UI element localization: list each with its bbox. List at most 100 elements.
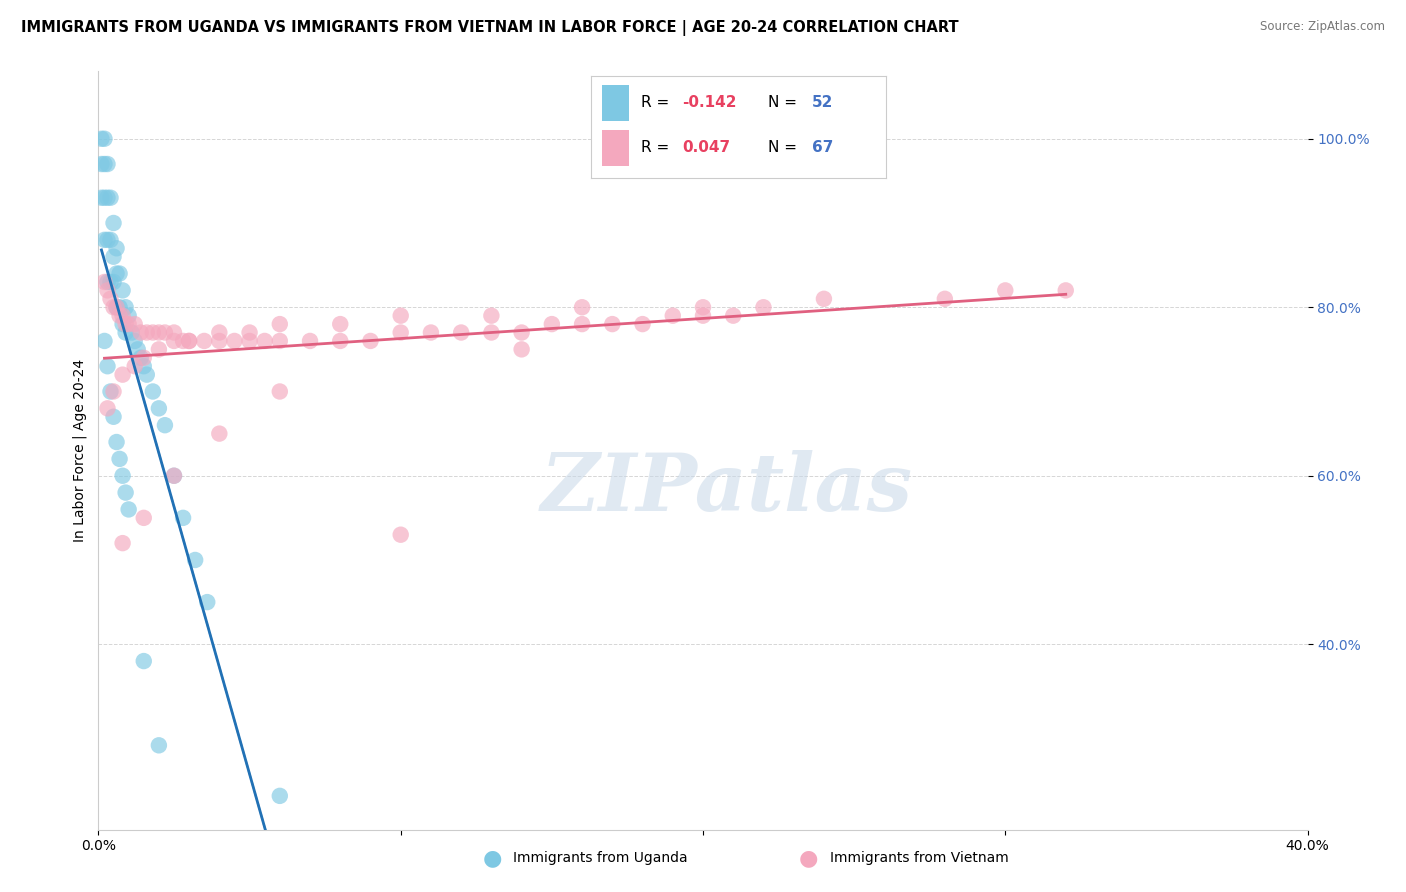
Point: [127, 343, 149, 357]
Point: [172, 511, 194, 525]
Point: [111, 368, 134, 382]
Point: [692, 300, 714, 314]
Point: [148, 401, 170, 416]
Point: [148, 739, 170, 753]
Point: [103, 250, 125, 264]
Point: [96, 157, 118, 171]
Point: [148, 343, 170, 357]
Point: [510, 343, 533, 357]
Point: [195, 595, 218, 609]
Point: [142, 326, 165, 340]
Text: Immigrants from Vietnam: Immigrants from Vietnam: [830, 851, 1008, 865]
Point: [111, 317, 134, 331]
Point: [389, 309, 412, 323]
Text: Immigrants from Uganda: Immigrants from Uganda: [513, 851, 688, 865]
Point: [389, 527, 412, 541]
Point: [105, 300, 128, 314]
Point: [93, 275, 115, 289]
Point: [208, 426, 231, 441]
Point: [124, 334, 146, 348]
Point: [208, 334, 231, 348]
Text: 52: 52: [813, 95, 834, 110]
Point: [184, 553, 207, 567]
Text: Source: ZipAtlas.com: Source: ZipAtlas.com: [1260, 20, 1385, 33]
Point: [103, 216, 125, 230]
Point: [631, 317, 654, 331]
Point: [96, 191, 118, 205]
Point: [100, 384, 122, 399]
Point: [124, 359, 146, 374]
Text: IMMIGRANTS FROM UGANDA VS IMMIGRANTS FROM VIETNAM IN LABOR FORCE | AGE 20-24 COR: IMMIGRANTS FROM UGANDA VS IMMIGRANTS FRO…: [21, 20, 959, 36]
Point: [132, 511, 155, 525]
Point: [132, 351, 155, 365]
Point: [723, 309, 745, 323]
Point: [389, 326, 412, 340]
Point: [108, 267, 131, 281]
Point: [118, 309, 141, 323]
Point: [124, 317, 146, 331]
Point: [450, 326, 472, 340]
Point: [571, 300, 593, 314]
Point: [118, 317, 141, 331]
Text: 67: 67: [813, 140, 834, 155]
Text: ●: ●: [799, 848, 818, 868]
Point: [153, 418, 176, 433]
Point: [103, 300, 125, 314]
Point: [269, 789, 291, 803]
Text: R =: R =: [641, 140, 673, 155]
Point: [93, 233, 115, 247]
Point: [692, 309, 714, 323]
Point: [100, 275, 122, 289]
Point: [269, 384, 291, 399]
Point: [93, 132, 115, 146]
Point: [121, 326, 143, 340]
Text: -0.142: -0.142: [682, 95, 737, 110]
Point: [100, 292, 122, 306]
Point: [329, 334, 352, 348]
Text: ZIPatlas: ZIPatlas: [541, 450, 914, 527]
Text: N =: N =: [768, 140, 801, 155]
Point: [163, 326, 186, 340]
Point: [114, 485, 136, 500]
Point: [105, 300, 128, 314]
Point: [269, 334, 291, 348]
Point: [994, 284, 1017, 298]
Point: [752, 300, 775, 314]
Text: N =: N =: [768, 95, 801, 110]
Point: [299, 334, 322, 348]
Point: [118, 502, 141, 516]
Point: [239, 334, 262, 348]
Point: [100, 191, 122, 205]
Point: [111, 284, 134, 298]
Point: [111, 468, 134, 483]
Point: [114, 317, 136, 331]
Point: [90, 157, 112, 171]
Point: [103, 409, 125, 424]
Point: [135, 368, 157, 382]
Point: [93, 191, 115, 205]
Point: [934, 292, 956, 306]
Point: [96, 233, 118, 247]
Point: [163, 468, 186, 483]
Point: [208, 326, 231, 340]
Text: 0.047: 0.047: [682, 140, 730, 155]
Point: [108, 309, 131, 323]
Point: [179, 334, 201, 348]
Point: [105, 435, 128, 450]
Point: [135, 326, 157, 340]
Point: [481, 326, 503, 340]
Point: [153, 326, 176, 340]
Point: [129, 351, 152, 365]
Point: [193, 334, 215, 348]
Point: [114, 326, 136, 340]
Point: [100, 233, 122, 247]
Point: [269, 317, 291, 331]
Text: R =: R =: [641, 95, 673, 110]
Y-axis label: In Labor Force | Age 20-24: In Labor Force | Age 20-24: [73, 359, 87, 542]
Point: [163, 334, 186, 348]
Point: [111, 309, 134, 323]
Point: [132, 359, 155, 374]
Point: [93, 334, 115, 348]
Point: [114, 300, 136, 314]
Point: [239, 326, 262, 340]
